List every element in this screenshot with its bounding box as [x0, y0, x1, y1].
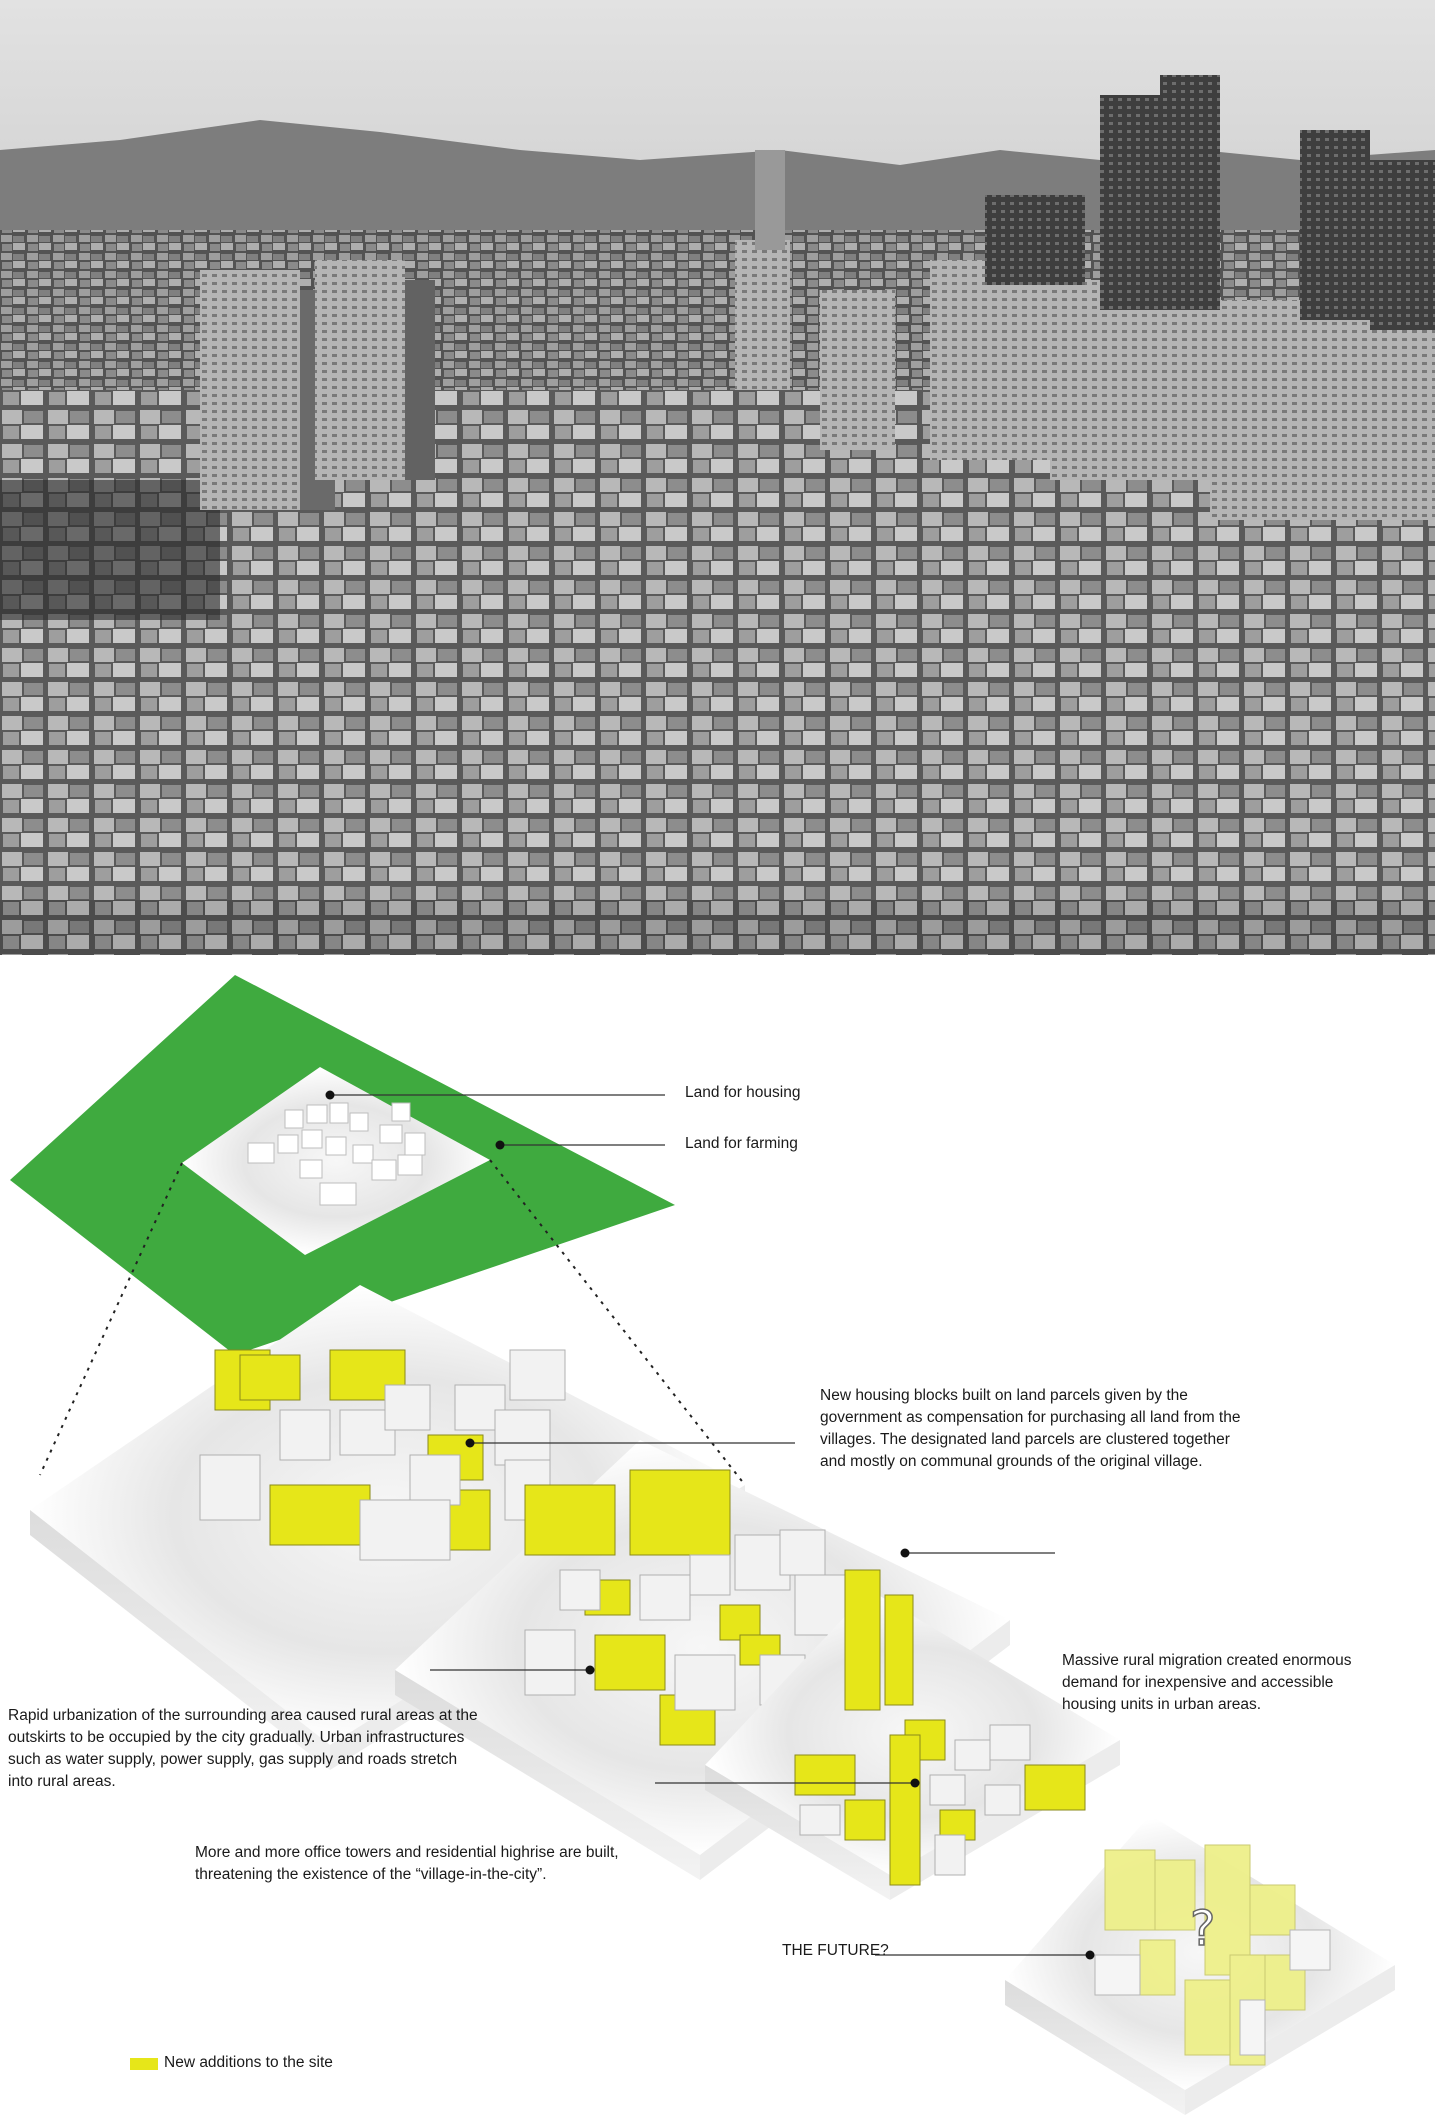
leader-lines: [330, 1094, 1090, 1956]
stage-land-plate: [10, 975, 675, 1355]
stage-future: ?: [1005, 1815, 1395, 2115]
yellow-blocks-stage3: [524, 1469, 781, 1746]
white-blocks-stage2: [199, 1349, 566, 1561]
projection-lines: [39, 1159, 746, 1486]
small-blocks: [247, 1102, 426, 1206]
legend-label: New additions to the site: [164, 2054, 333, 2071]
label-the-future: THE FUTURE?: [782, 1942, 889, 1959]
white-blocks-stage4: [799, 1724, 1031, 1876]
leader-dots: [325, 1090, 1095, 1960]
label-land-for-housing: Land for housing: [685, 1084, 801, 1101]
label-new-housing-blocks: New housing blocks built on land parcels…: [820, 1387, 1241, 1470]
stage-office-towers: [705, 1569, 1120, 1900]
label-rapid-urbanization: Rapid urbanization of the surrounding ar…: [8, 1707, 478, 1790]
aerial-city-photo: [0, 0, 1435, 955]
housing-land: [182, 1067, 490, 1255]
label-office-towers: More and more office towers and resident…: [195, 1844, 619, 1883]
question-mark: ?: [1190, 1901, 1215, 1957]
yellow-towers-stage4: [794, 1569, 1086, 1886]
label-land-for-farming: Land for farming: [685, 1135, 798, 1152]
label-rural-migration: Massive rural migration created enormous…: [1062, 1652, 1352, 1713]
village-evolution-diagram: ?: [10, 975, 1395, 2115]
future-white-blocks: [1094, 1929, 1331, 2056]
legend-yellow-swatch: [130, 2058, 158, 2070]
